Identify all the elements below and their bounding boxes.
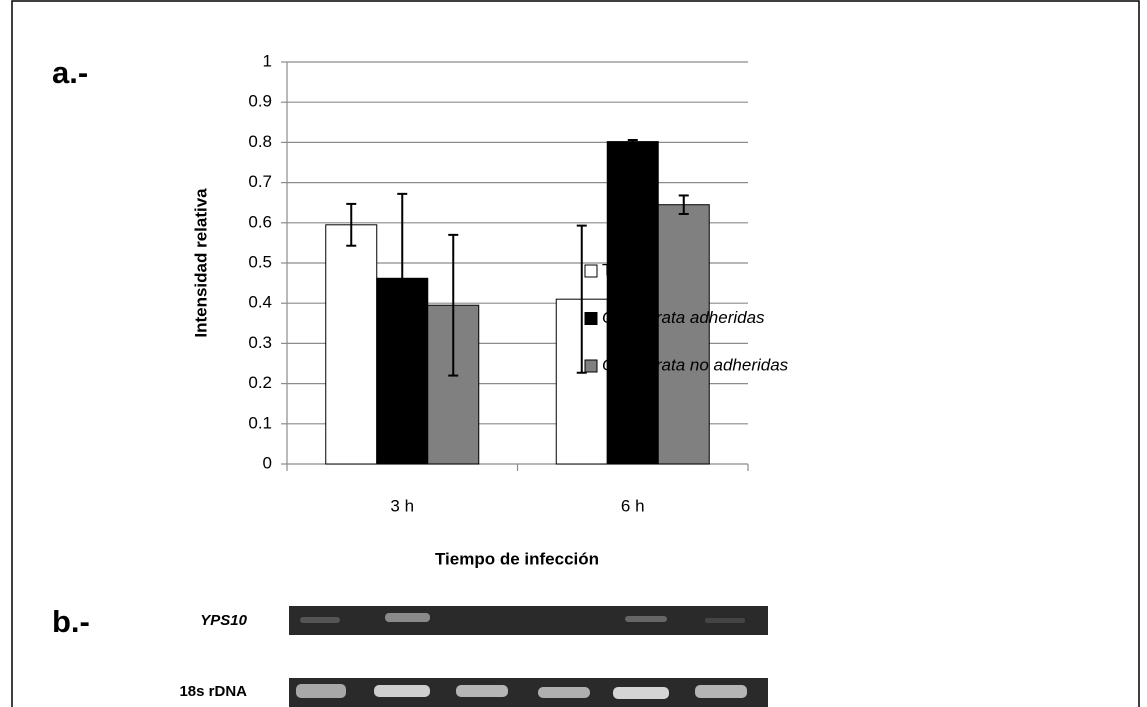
- y-tick-label: 0.3: [248, 333, 272, 352]
- y-tick-label: 0.2: [248, 373, 272, 392]
- bar: [326, 225, 377, 464]
- legend-swatch: [585, 265, 597, 277]
- x-tick-label: 6 h: [621, 496, 645, 515]
- y-tick-label: 0.8: [248, 132, 272, 151]
- gel-row-label: 18s rDNA: [179, 683, 247, 700]
- legend-label: Testigo: [602, 260, 656, 279]
- y-axis-title: Intensidad relativa: [191, 188, 210, 338]
- y-tick-label: 0.7: [248, 172, 272, 191]
- panel-label: b.-: [52, 604, 90, 639]
- y-tick-label: 0.9: [248, 92, 272, 111]
- gel-image: [289, 606, 768, 707]
- gel-row-label: YPS10: [200, 612, 247, 629]
- y-tick-label: 0: [263, 453, 272, 472]
- y-tick-label: 1: [263, 51, 272, 70]
- bar: [607, 142, 658, 464]
- figure: a.- b.- Intensidad relativa Tiempo de in…: [0, 0, 1147, 707]
- x-axis-title: Tiempo de infección: [435, 549, 599, 568]
- panel-label: a.-: [52, 55, 88, 90]
- y-tick-label: 0.5: [248, 252, 272, 271]
- legend-swatch: [585, 313, 597, 325]
- legend-swatch: [585, 360, 597, 372]
- y-tick-label: 0.1: [248, 413, 272, 432]
- y-tick-label: 0.4: [248, 293, 272, 312]
- legend-label: C. glabrata no adheridas: [602, 355, 789, 374]
- legend-label: C. glabrata adheridas: [602, 308, 765, 327]
- x-tick-label: 3 h: [390, 496, 414, 515]
- y-tick-label: 0.6: [248, 212, 272, 231]
- bar: [658, 205, 709, 464]
